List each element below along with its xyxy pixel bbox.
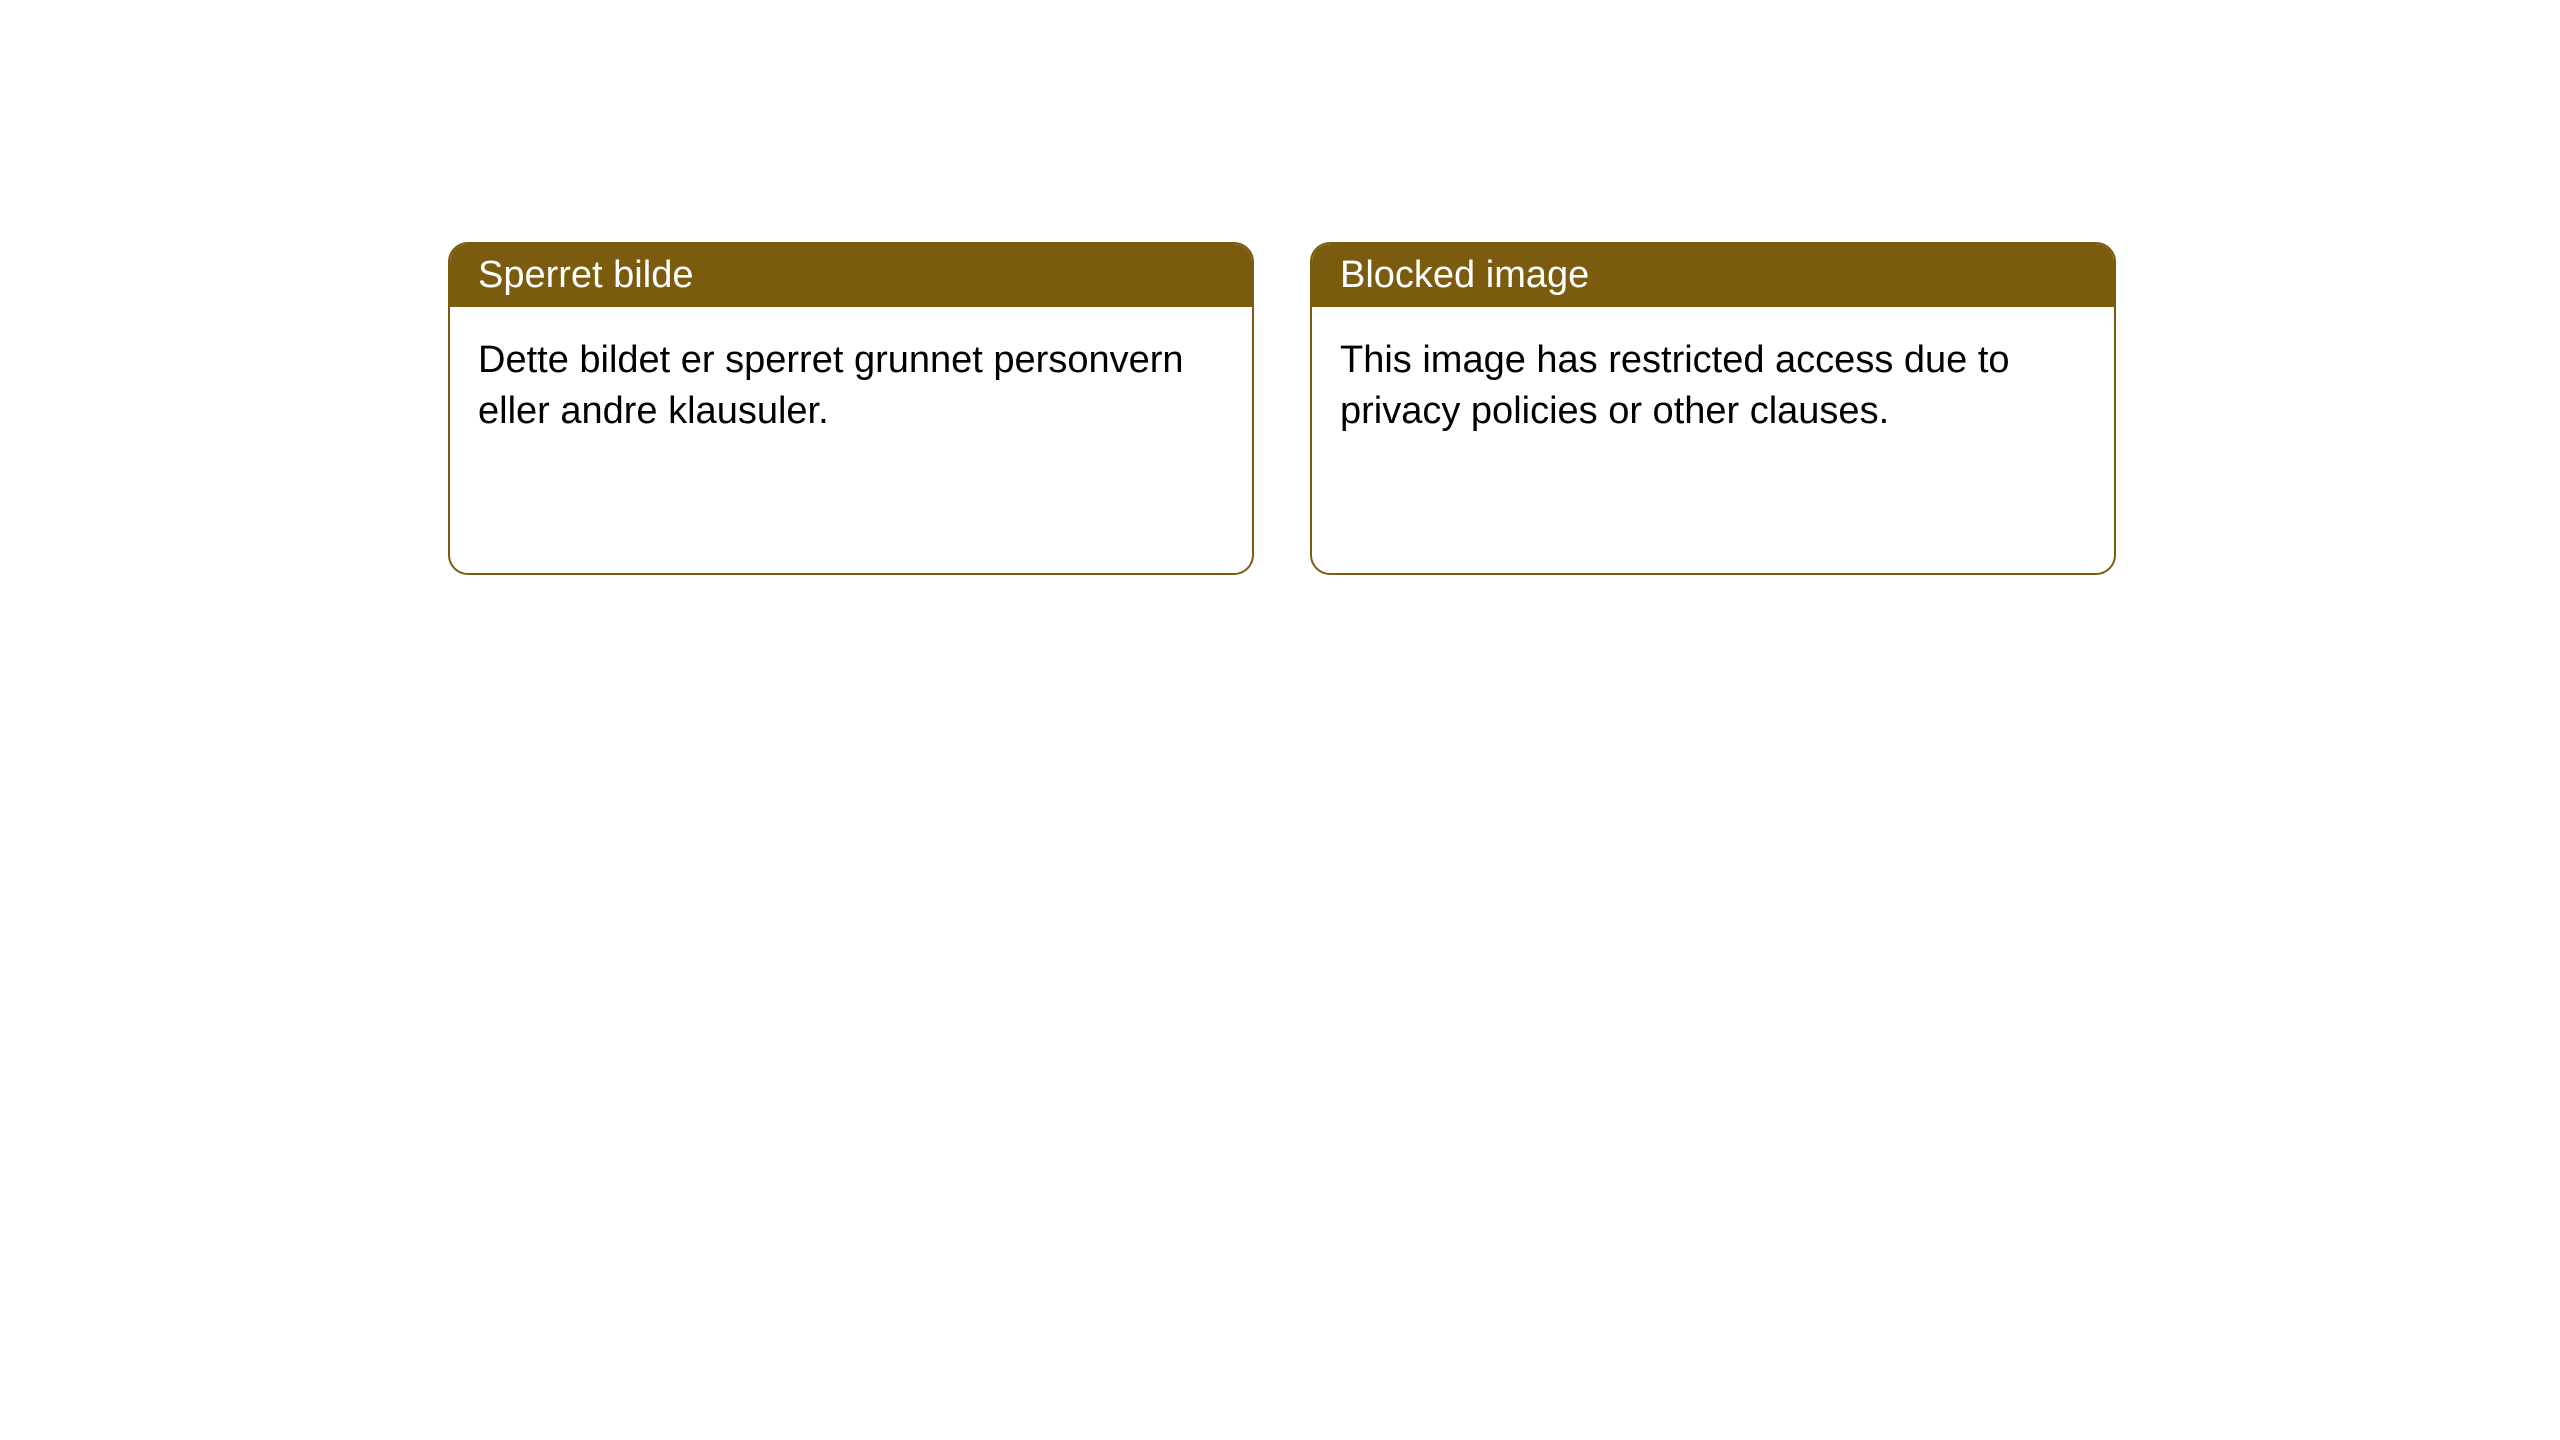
notice-card-norwegian: Sperret bilde Dette bildet er sperret gr… — [448, 242, 1254, 575]
card-body-text: This image has restricted access due to … — [1340, 339, 2010, 432]
card-header: Blocked image — [1312, 244, 2114, 307]
card-title: Sperret bilde — [478, 254, 693, 296]
notice-card-english: Blocked image This image has restricted … — [1310, 242, 2116, 575]
notice-container: Sperret bilde Dette bildet er sperret gr… — [0, 0, 2560, 575]
card-body-text: Dette bildet er sperret grunnet personve… — [478, 339, 1184, 432]
card-title: Blocked image — [1340, 254, 1589, 296]
card-body: Dette bildet er sperret grunnet personve… — [450, 307, 1252, 466]
card-header: Sperret bilde — [450, 244, 1252, 307]
card-body: This image has restricted access due to … — [1312, 307, 2114, 466]
